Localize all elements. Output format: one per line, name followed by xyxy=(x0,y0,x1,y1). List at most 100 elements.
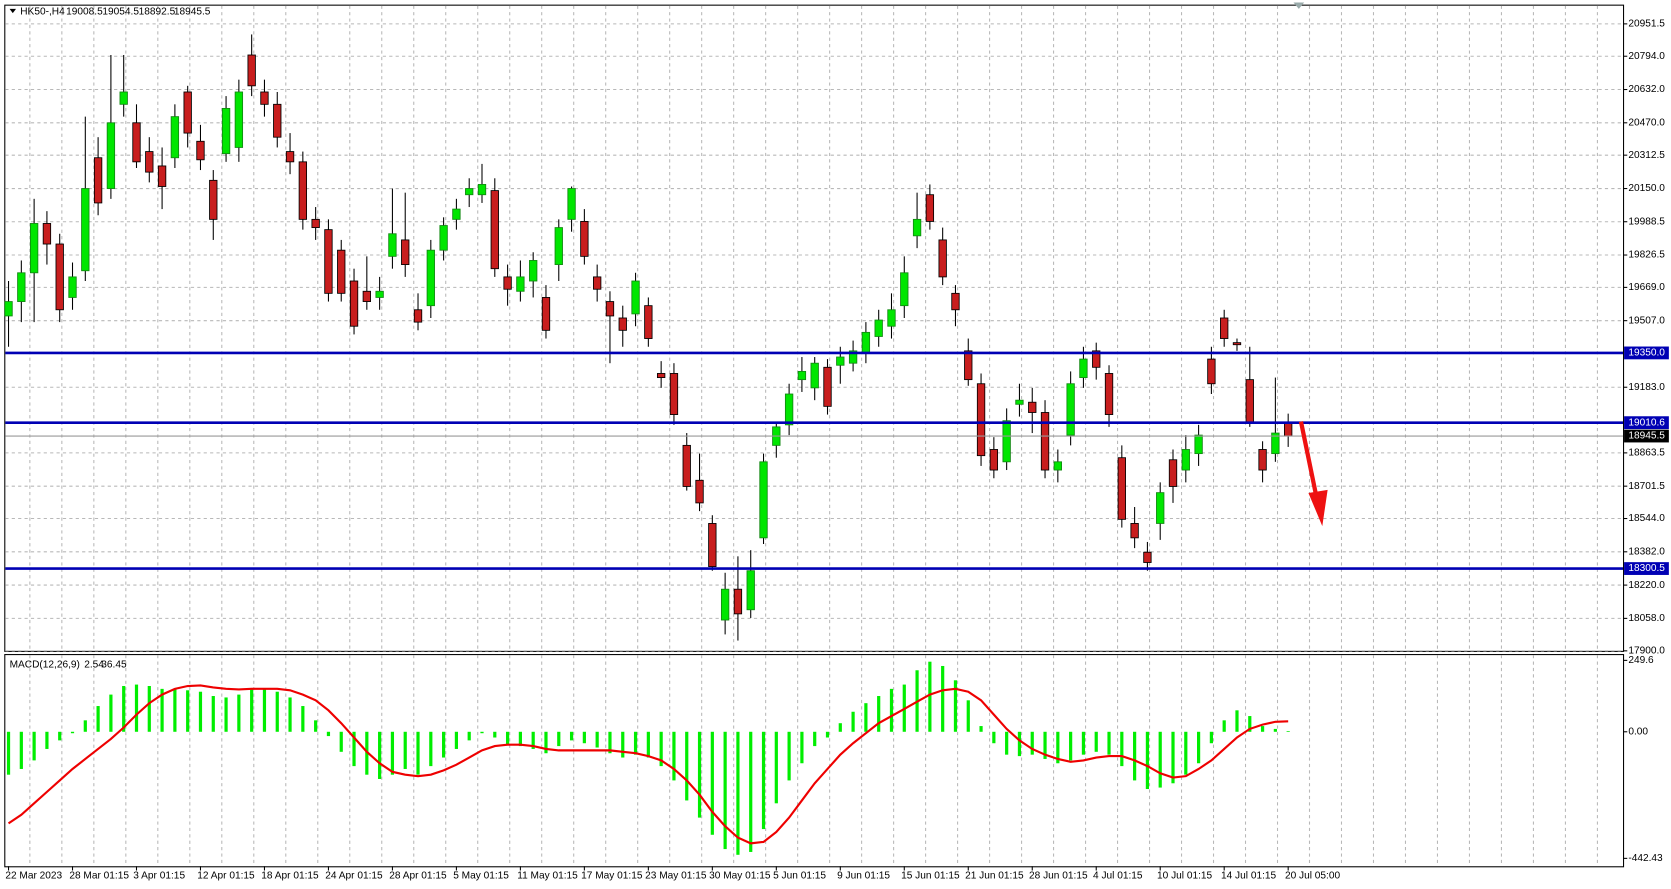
x-tick-label: 24 Apr 01:15 xyxy=(325,871,383,882)
plot xyxy=(4,34,1624,855)
candle-body xyxy=(797,370,807,381)
candle-body xyxy=(93,157,103,204)
macd-bar xyxy=(378,731,382,779)
macd-bar xyxy=(288,697,292,732)
candle-body xyxy=(784,393,794,426)
candle-body xyxy=(1040,412,1050,471)
macd-bar xyxy=(1043,731,1047,759)
macd-bar xyxy=(314,720,318,732)
level-label-box xyxy=(1624,416,1669,430)
macd-bar xyxy=(58,731,62,741)
macd-title: MACD(12,26,9) xyxy=(10,659,80,670)
macd-bar xyxy=(352,731,356,767)
macd-bar xyxy=(774,731,778,804)
candle-body xyxy=(1194,434,1203,455)
candle-body xyxy=(81,188,90,272)
macd-bar xyxy=(518,731,522,747)
candle-body xyxy=(925,194,935,222)
candle-body xyxy=(388,233,397,257)
candle-body xyxy=(1258,449,1267,471)
y-tick-label: 20951.5 xyxy=(1628,19,1665,30)
candle-body xyxy=(695,479,704,504)
macd-bar xyxy=(877,696,881,732)
menu-triangle xyxy=(9,8,16,14)
candle-body xyxy=(401,239,410,265)
candle-body xyxy=(106,122,116,189)
x-tick-label: 23 May 01:15 xyxy=(645,871,707,882)
macd-bar xyxy=(6,731,11,775)
candle-body xyxy=(362,290,371,302)
macd-bar xyxy=(1235,710,1239,732)
macd-bar xyxy=(390,731,395,775)
candle-body xyxy=(324,229,333,294)
macd-bar xyxy=(736,731,740,855)
candle-body xyxy=(516,276,525,292)
macd-bar xyxy=(186,690,190,732)
macd-bar xyxy=(966,700,970,732)
macd-bar xyxy=(723,731,727,850)
y-tick-label: 18863.5 xyxy=(1628,448,1665,459)
header-open: 19008.5 xyxy=(66,7,103,18)
macd-bar xyxy=(889,688,894,732)
macd-bar xyxy=(173,688,177,732)
macd-bar xyxy=(32,731,36,761)
candle-body xyxy=(861,331,871,354)
candle-body xyxy=(1156,492,1165,524)
macd-bar xyxy=(1248,716,1252,732)
x-tick-label: 28 Apr 01:15 xyxy=(389,871,447,882)
candle-body xyxy=(1066,383,1075,436)
macd-bar xyxy=(1120,731,1124,767)
candle-body xyxy=(209,179,218,220)
candle-body xyxy=(1053,461,1062,471)
x-tick-label: 14 Jul 01:15 xyxy=(1221,871,1277,882)
candle-body xyxy=(1245,379,1254,424)
macd-bar xyxy=(1030,731,1034,755)
macd-bar xyxy=(326,731,331,737)
macd-bar xyxy=(1260,726,1265,732)
candle-body xyxy=(720,588,730,621)
candle-body xyxy=(1130,523,1139,539)
candle-body xyxy=(465,188,474,196)
candle-body xyxy=(247,54,256,87)
candle-body xyxy=(119,91,128,105)
macd-bar xyxy=(505,731,510,745)
y-tick-label: 20312.5 xyxy=(1628,150,1665,161)
candle-body xyxy=(887,309,896,327)
candle-body xyxy=(55,243,64,311)
x-tick-label: 22 Mar 2023 xyxy=(5,871,62,882)
macd-bar xyxy=(761,731,766,830)
macd-bar xyxy=(301,706,305,732)
macd-bar xyxy=(224,697,228,732)
macd-bar xyxy=(1005,731,1009,755)
candle-body xyxy=(618,317,627,331)
x-tick-label: 10 Jul 01:15 xyxy=(1157,871,1213,882)
header-high: 19054.5 xyxy=(102,7,139,18)
macd-y-tick-label: 0.00 xyxy=(1628,726,1648,737)
candle-body xyxy=(196,140,205,161)
macd-bar xyxy=(109,694,113,732)
macd-bar xyxy=(928,661,932,732)
candle-body xyxy=(541,297,551,331)
y-tick-label: 18220.0 xyxy=(1628,580,1665,591)
macd-bar xyxy=(992,731,996,744)
candle-body xyxy=(1143,551,1152,563)
macd-bar xyxy=(262,688,267,732)
macd-bar xyxy=(941,665,945,732)
macd-bar xyxy=(160,688,164,732)
candle-body xyxy=(221,107,231,155)
candle-body xyxy=(413,309,423,323)
candle-body xyxy=(273,103,282,138)
y-tick-label: 18701.5 xyxy=(1628,481,1665,492)
macd-bar xyxy=(198,691,203,732)
y-tick-label: 20470.0 xyxy=(1628,117,1665,128)
macd-bar xyxy=(1056,731,1060,764)
candle-body xyxy=(1028,401,1037,413)
macd-bar xyxy=(1171,731,1175,784)
x-tick-label: 3 Apr 01:15 xyxy=(133,871,185,882)
candle-body xyxy=(580,220,589,257)
macd-bar xyxy=(825,731,830,738)
x-tick-label: 30 May 01:15 xyxy=(709,871,771,882)
x-tick-label: 11 May 01:15 xyxy=(517,871,578,882)
macd-bar xyxy=(96,706,100,732)
